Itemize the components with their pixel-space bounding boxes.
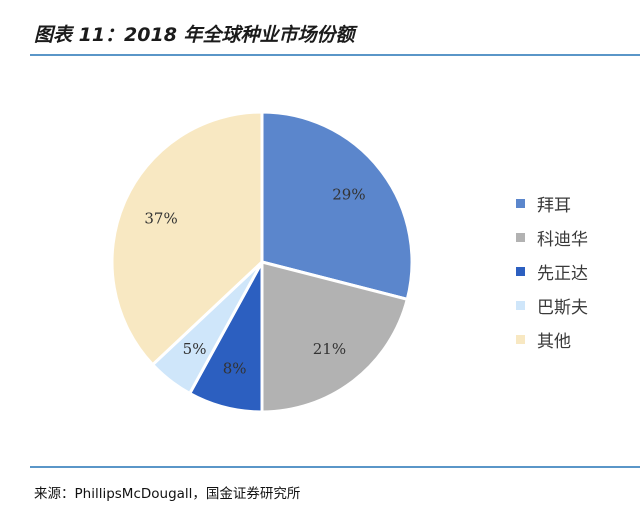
legend-swatch [516, 198, 525, 208]
legend-swatch [516, 334, 525, 344]
legend-label: 其他 [537, 331, 571, 352]
pie-slice-4 [110, 110, 264, 367]
legend-item-0: 拜耳 [516, 186, 588, 220]
slice-label-0: 29% [332, 186, 365, 204]
source-note: 来源：PhillipsMcDougall，国金证券研究所 [34, 486, 301, 502]
legend-label: 先正达 [537, 263, 588, 284]
legend-item-1: 科迪华 [516, 220, 588, 254]
slice-label-4: 37% [144, 209, 177, 227]
source-divider [30, 466, 640, 468]
legend-swatch [516, 266, 525, 276]
title-divider [30, 54, 640, 56]
legend-item-4: 其他 [516, 322, 588, 356]
legend-label: 科迪华 [537, 229, 588, 250]
pie-slice-1 [260, 260, 410, 414]
legend-swatch [516, 300, 525, 310]
legend-item-2: 先正达 [516, 254, 588, 288]
legend-item-3: 巴斯夫 [516, 288, 588, 322]
legend-label: 巴斯夫 [537, 297, 588, 318]
slice-label-1: 21% [313, 340, 346, 358]
slice-label-2: 8% [223, 360, 247, 378]
legend-label: 拜耳 [537, 195, 571, 216]
legend-swatch [516, 232, 525, 242]
slice-label-3: 5% [183, 340, 207, 358]
chart-legend: 拜耳科迪华先正达巴斯夫其他 [516, 186, 588, 356]
pie-slice-0 [260, 110, 414, 302]
figure-title: 图表 11：2018 年全球种业市场份额 [34, 24, 355, 46]
